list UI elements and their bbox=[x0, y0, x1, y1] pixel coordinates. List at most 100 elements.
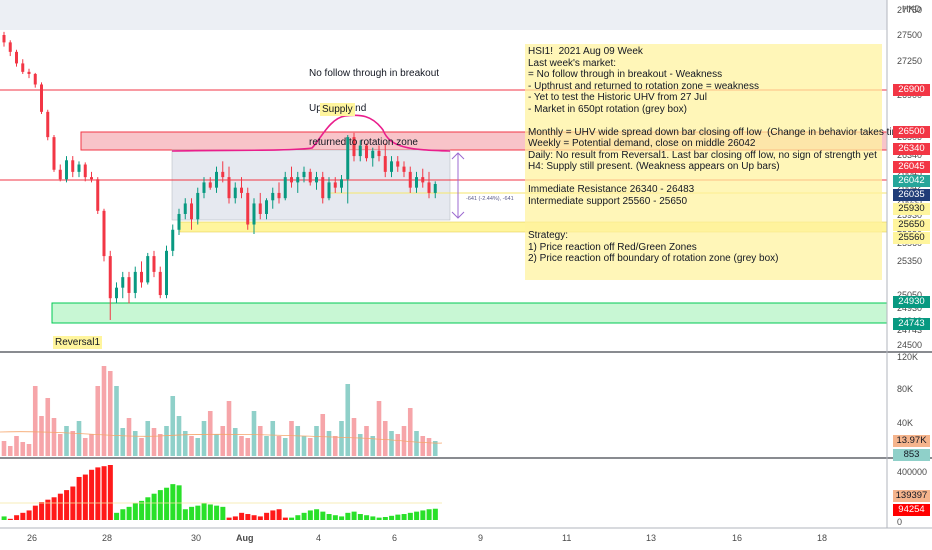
volume-bar bbox=[357, 434, 363, 456]
analysis-line: Intermediate support 25560 - 25650 bbox=[528, 195, 687, 207]
volume-bar bbox=[57, 434, 63, 456]
candle-body bbox=[108, 256, 112, 299]
volume-bar bbox=[164, 426, 169, 456]
candle-body bbox=[152, 256, 156, 272]
analysis-line bbox=[528, 173, 879, 185]
volume-bar bbox=[182, 431, 188, 456]
volume-bar bbox=[139, 438, 144, 456]
candle-body bbox=[390, 161, 393, 172]
volume-tick: 80K bbox=[897, 384, 914, 394]
volume-bar bbox=[145, 421, 151, 456]
volume-bar bbox=[314, 426, 319, 456]
volume-bar bbox=[395, 434, 401, 456]
price-tick: 26045 bbox=[897, 168, 923, 178]
indicator-bar bbox=[89, 469, 95, 520]
volume-bar bbox=[332, 436, 338, 456]
candle-body bbox=[171, 229, 175, 251]
analysis-line: Monthly = UHV wide spread down bar closi… bbox=[528, 126, 909, 138]
volume-bar bbox=[45, 398, 51, 456]
price-label: 25930 bbox=[893, 203, 930, 215]
measure-arrow-head-top bbox=[451, 152, 465, 160]
indicator-bar bbox=[189, 506, 195, 520]
volume-bar bbox=[151, 428, 157, 456]
indicator-bar bbox=[164, 487, 170, 520]
candle-body bbox=[158, 271, 162, 296]
volume-bar bbox=[376, 401, 382, 456]
analysis-line: 1) Price reaction off Red/Green Zones bbox=[528, 241, 697, 253]
supply-label: Supply bbox=[320, 103, 355, 116]
analysis-line: 2) Price reaction off boundary of rotati… bbox=[528, 253, 779, 264]
candle-body bbox=[96, 179, 100, 211]
measure-label: -641 (-2.44%), -641 bbox=[466, 196, 514, 202]
analysis-line: HSI1! 2021 Aug 09 Week bbox=[528, 46, 643, 57]
indicator-bar bbox=[1, 516, 7, 520]
candle-body bbox=[71, 160, 75, 172]
analysis-note-box: HSI1! 2021 Aug 09 Week Last week's market… bbox=[525, 44, 909, 280]
price-label: 25560 bbox=[893, 232, 930, 244]
candle-body bbox=[358, 145, 362, 157]
volume-bar bbox=[76, 421, 82, 456]
volume-bar bbox=[32, 386, 38, 456]
time-tick: 13 bbox=[646, 533, 657, 543]
candle-body bbox=[377, 150, 381, 157]
price-label: 24930 bbox=[893, 296, 930, 308]
indicator-bar bbox=[76, 476, 82, 520]
volume-bar bbox=[407, 408, 413, 456]
reversal-label: Reversal1 bbox=[53, 336, 103, 349]
indicator-bar bbox=[57, 493, 63, 520]
volume-bar bbox=[95, 386, 101, 456]
time-tick: 9 bbox=[478, 533, 484, 543]
indicator-bar bbox=[251, 515, 257, 520]
volume-bar bbox=[101, 366, 107, 456]
analysis-line bbox=[528, 115, 879, 127]
candle-body bbox=[333, 182, 337, 188]
price-tick: 26035 bbox=[897, 196, 923, 206]
rotation-zone-grey-box bbox=[171, 149, 451, 221]
volume-bar bbox=[126, 418, 132, 456]
candle-body bbox=[415, 177, 418, 188]
volume-bar bbox=[132, 431, 138, 456]
candle-body bbox=[208, 182, 212, 188]
volume-ma-line bbox=[0, 431, 443, 444]
indicator-bar bbox=[295, 515, 301, 520]
volume-bar bbox=[276, 436, 282, 456]
price-tick: 24930 bbox=[897, 303, 923, 313]
indicator-bar bbox=[314, 509, 320, 520]
candle-body bbox=[433, 183, 437, 193]
candle-body bbox=[121, 277, 125, 288]
indicator-bar bbox=[14, 515, 20, 520]
price-tick: 27250 bbox=[897, 56, 923, 66]
indicator-bar bbox=[401, 514, 407, 520]
indicator-bar bbox=[239, 512, 245, 520]
volume-bar bbox=[176, 416, 182, 456]
indicator-bar bbox=[264, 512, 270, 520]
indicator-bar bbox=[39, 502, 45, 520]
candle-body bbox=[371, 150, 375, 159]
candle-body bbox=[52, 137, 56, 170]
top-note-line-1: No follow through in breakout bbox=[309, 68, 440, 79]
volume-bar bbox=[257, 426, 263, 456]
indicator-bar bbox=[95, 467, 101, 520]
price-tick: 25930 bbox=[897, 210, 923, 220]
indicator-bar bbox=[101, 466, 107, 520]
analysis-line bbox=[528, 207, 879, 219]
indicator-bar bbox=[182, 509, 188, 520]
candle-body bbox=[340, 179, 343, 188]
volume-bar bbox=[170, 396, 176, 456]
volume-bar bbox=[307, 438, 313, 456]
time-tick: 6 bbox=[392, 533, 398, 543]
analysis-line: = No follow through in breakout - Weakne… bbox=[528, 69, 723, 80]
candle-body bbox=[271, 192, 275, 201]
indicator-bar bbox=[26, 510, 32, 520]
indicator-bar bbox=[282, 517, 288, 520]
volume-bar bbox=[239, 436, 244, 456]
indicator-bar bbox=[270, 510, 276, 520]
measure-arrow-head-bottom bbox=[451, 211, 465, 219]
volume-bar bbox=[426, 438, 432, 456]
indicator-bar bbox=[139, 500, 145, 520]
candle-body bbox=[402, 166, 406, 172]
time-tick: 16 bbox=[732, 533, 743, 543]
volume-bar bbox=[64, 426, 69, 456]
analysis-line: Last week's market: bbox=[528, 57, 617, 69]
candle-body bbox=[21, 63, 25, 72]
